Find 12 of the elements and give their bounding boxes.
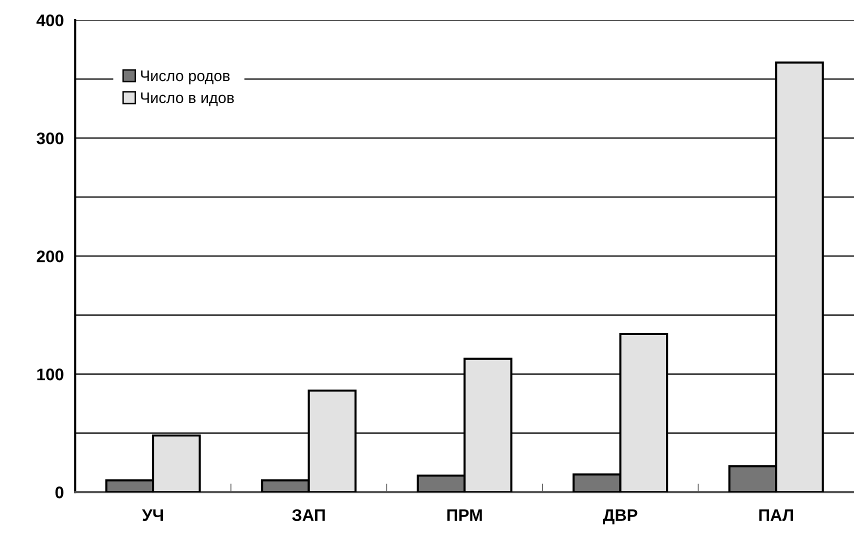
x-tick-label: ПАЛ (759, 509, 793, 522)
y-tick-label: 300 (36, 132, 64, 144)
legend-label: Число родов (141, 70, 230, 84)
y-tick-label: 0 (55, 486, 64, 498)
x-tick-label: ПРМ (447, 509, 482, 521)
y-tick-label: 100 (37, 368, 64, 380)
x-tick-label: ЗАП (292, 509, 325, 522)
x-tick-label: УЧ (142, 509, 163, 522)
y-tick-label: 200 (36, 250, 64, 262)
y-tick-label: 400 (36, 14, 64, 26)
x-tick-label: ДВР (602, 509, 638, 524)
legend-label: Число в идов (141, 92, 234, 106)
